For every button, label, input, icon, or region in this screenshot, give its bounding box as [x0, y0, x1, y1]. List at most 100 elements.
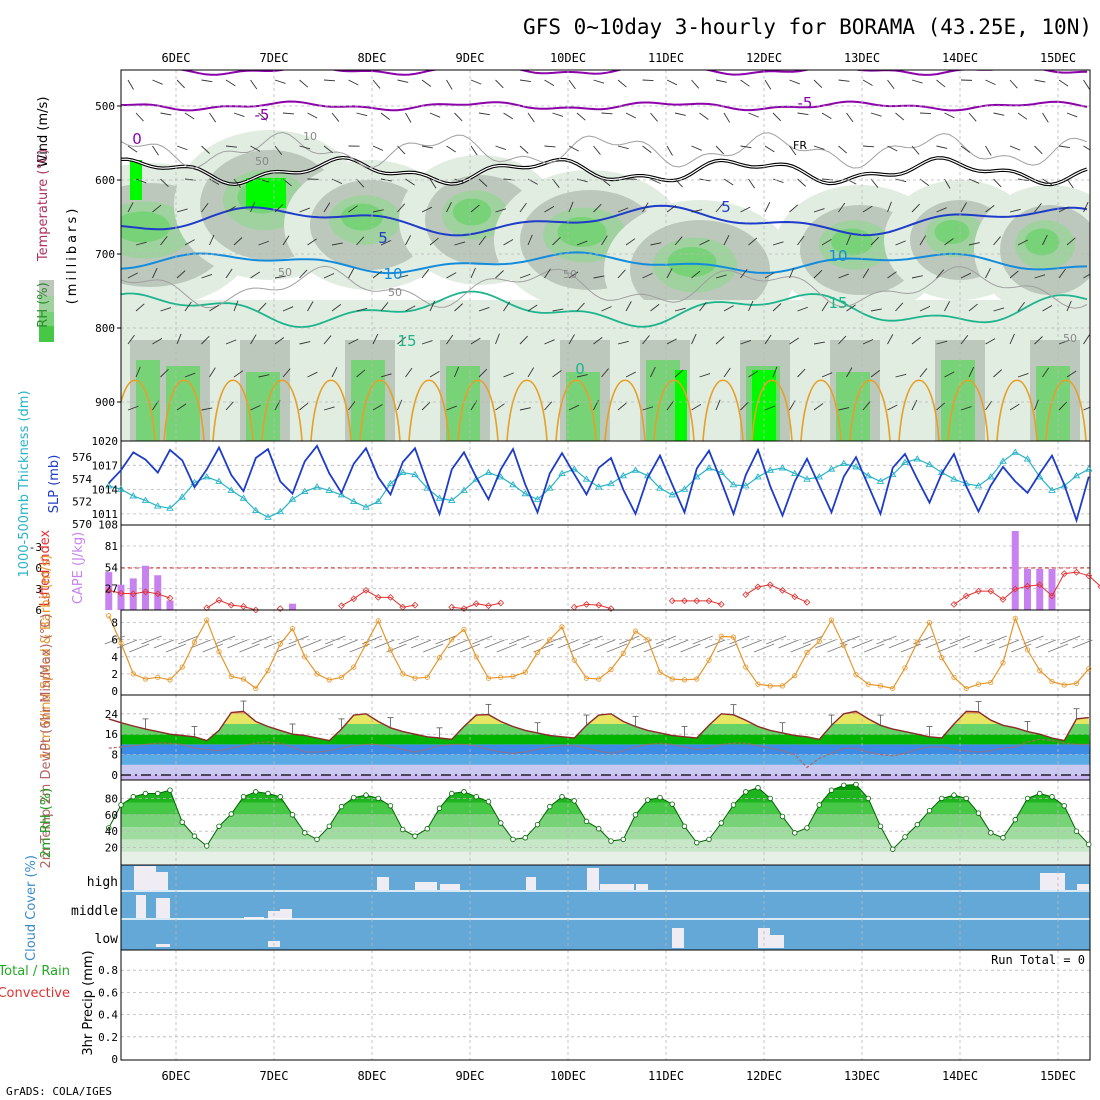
thickness-marker	[827, 465, 836, 472]
cloud-clear-patch	[280, 909, 292, 919]
wind-barb	[919, 305, 931, 312]
wind-barb	[715, 79, 727, 83]
wind-barb-10m	[1023, 635, 1044, 645]
wind-barb	[789, 79, 800, 85]
rh-contour-50	[121, 265, 1088, 309]
wind-speed-line	[108, 615, 1090, 690]
low-layer-isotherm	[408, 379, 450, 441]
thickness-marker	[374, 497, 383, 505]
wind-barb	[838, 145, 848, 154]
wind-barb	[691, 403, 702, 411]
wind-barb	[813, 208, 825, 213]
lifted-index-marker	[129, 590, 137, 598]
wind-barb	[674, 307, 686, 312]
thickness-marker	[815, 473, 824, 480]
thickness-marker	[582, 475, 591, 482]
temp-side-labels: 2m Temp 2m DewPt (6hr Min/Max) (°C)	[39, 614, 54, 869]
wind-barb	[127, 334, 135, 345]
wind-barb-10m	[815, 639, 836, 649]
wind-barb	[985, 338, 996, 345]
cloud-level-label: high	[87, 875, 118, 890]
wind-barb	[789, 145, 797, 156]
wind-barb	[527, 234, 533, 246]
lifted-index-line	[451, 602, 501, 610]
rh-marker	[1049, 794, 1055, 800]
rh-shade-low-mid	[646, 360, 680, 441]
thickness-marker	[460, 486, 468, 493]
lifted-index-marker	[1024, 582, 1031, 590]
rh-marker	[730, 802, 737, 808]
rh-tick-label: 80	[105, 792, 118, 805]
precip-tick-label: 0.2	[98, 1031, 118, 1044]
wind-speed-marker	[351, 664, 357, 670]
thickness-marker	[202, 473, 211, 480]
rh-band	[121, 851, 1090, 864]
low-layer-isotherm	[604, 379, 646, 441]
rh-marker	[302, 830, 308, 836]
wind-barb	[740, 268, 748, 279]
wind-barb	[1009, 333, 1015, 345]
pressure-tick-label: 500	[95, 100, 115, 113]
rh-legend-swatch	[39, 312, 54, 328]
low-layer-isotherm	[800, 379, 842, 441]
upper-side-label-wind: Wind (m/s)	[36, 97, 51, 168]
wind-barb-10m	[986, 635, 1007, 645]
wind-barb	[601, 235, 608, 246]
cloud-clear-patch	[244, 917, 264, 919]
wind-barb	[274, 204, 284, 213]
wind-barb	[642, 79, 654, 82]
rh-marker	[400, 826, 406, 833]
wind-barb	[495, 208, 507, 213]
wind-speed-marker	[363, 641, 369, 647]
wind-barb	[127, 145, 138, 153]
wind-barb	[887, 334, 894, 345]
wind-barb	[209, 304, 220, 312]
wind-barb	[1034, 203, 1042, 213]
wind-barb	[887, 201, 892, 213]
cloud-clear-patch	[1077, 884, 1089, 890]
wind-speed-marker	[547, 637, 553, 643]
wind-speed-marker	[302, 654, 308, 660]
bottom-date-label: 8DEC	[358, 1069, 387, 1083]
wind-barb	[764, 405, 776, 411]
rh-marker	[387, 803, 394, 809]
wind-barb	[1042, 367, 1050, 378]
rh-marker	[681, 823, 688, 829]
wind-barb-10m	[888, 639, 909, 649]
wind-barb	[544, 339, 555, 345]
wind-speed-marker	[155, 674, 161, 680]
thickness-marker	[594, 483, 603, 490]
temp-tick-label: 16	[105, 728, 118, 741]
cloud-clear-patch	[156, 872, 168, 890]
wind-barb	[356, 369, 366, 378]
wind-barb	[519, 407, 531, 411]
lifted-index-marker	[705, 597, 713, 605]
wind-barb	[723, 178, 734, 186]
wind-barb-10m	[288, 635, 309, 645]
rh-marker	[914, 821, 920, 828]
cloud-clear-patch	[587, 868, 599, 890]
wind-speed-marker	[1061, 682, 1067, 688]
wind-speed-marker	[975, 681, 982, 687]
precip-side-labels: Total / Rain Convective 3hr Precip (mm)	[0, 950, 96, 1055]
wind-barb	[993, 307, 1005, 312]
rh-marker	[632, 812, 639, 818]
top-date-label: 14DEC	[942, 51, 978, 65]
contour-label: 50	[388, 286, 402, 299]
wind-barb	[691, 145, 702, 151]
wind-speed-marker	[142, 676, 149, 682]
rh-marker	[963, 795, 969, 802]
wind10-axis-title: 10m Wind Speed & Barbs (m/s)	[39, 555, 54, 760]
cape-bar	[289, 603, 296, 610]
thickness-marker	[545, 484, 554, 491]
lifted-index-line	[953, 571, 1100, 605]
wind-barb	[895, 240, 906, 246]
wind-barb	[887, 79, 895, 90]
lifted-index-marker	[1060, 570, 1068, 577]
wind-barb	[372, 270, 382, 279]
wind-speed-marker	[265, 667, 271, 674]
wind-barb-10m	[802, 635, 824, 645]
rh-marker	[645, 797, 651, 803]
wind-barb	[642, 202, 649, 213]
rh-marker	[228, 811, 234, 817]
